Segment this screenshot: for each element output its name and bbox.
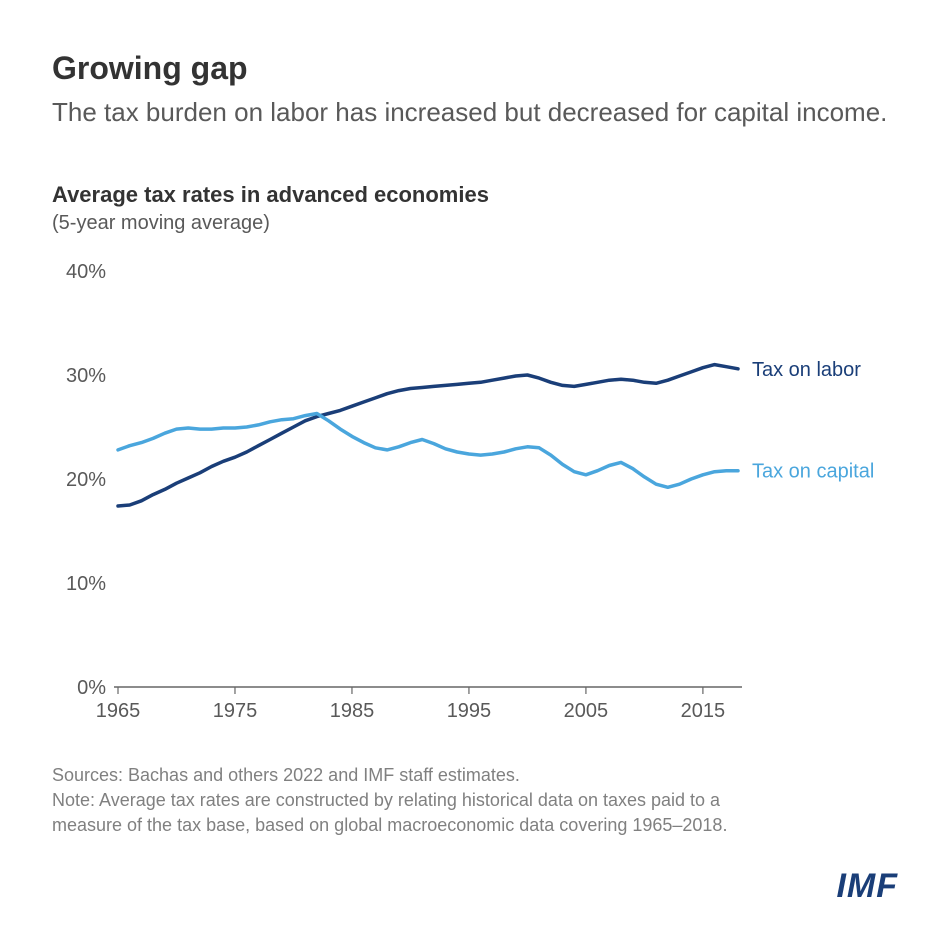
series-line: [118, 365, 738, 506]
chart-title: Average tax rates in advanced economies: [52, 182, 898, 208]
x-tick-label: 1975: [213, 700, 258, 722]
line-chart: 0% 10% 20% 30% 40% 1965 1975 1985 1995 2005 2015 Ta…: [52, 255, 898, 735]
footer-notes: Sources: Bachas and others 2022 and IMF …: [52, 763, 772, 839]
chart-card: Growing gap The tax burden on labor has …: [0, 0, 950, 950]
x-tick-label: 1965: [96, 700, 141, 722]
series-label: Tax on capital: [752, 461, 874, 483]
note-text: Note: Average tax rates are constructed …: [52, 788, 772, 838]
chart-subtitle: (5-year moving average): [52, 212, 898, 235]
main-subtitle: The tax burden on labor has increased bu…: [52, 95, 898, 130]
x-tick-label: 2015: [681, 700, 726, 722]
x-tick-label: 2005: [564, 700, 609, 722]
y-tick-label: 40%: [66, 261, 106, 283]
y-tick-label: 30%: [66, 365, 106, 387]
series-line: [118, 414, 738, 488]
imf-logo: IMF: [836, 867, 898, 906]
x-tick-label: 1995: [447, 700, 492, 722]
y-tick-label: 10%: [66, 573, 106, 595]
chart-area: 0% 10% 20% 30% 40% 1965 1975 1985 1995 2005 2015 Ta…: [52, 255, 898, 735]
series-label: Tax on labor: [752, 359, 861, 381]
x-tick-label: 1985: [330, 700, 375, 722]
sources-text: Sources: Bachas and others 2022 and IMF …: [52, 763, 772, 788]
main-title: Growing gap: [52, 50, 898, 87]
y-tick-label: 20%: [66, 469, 106, 491]
y-tick-label: 0%: [77, 677, 106, 699]
